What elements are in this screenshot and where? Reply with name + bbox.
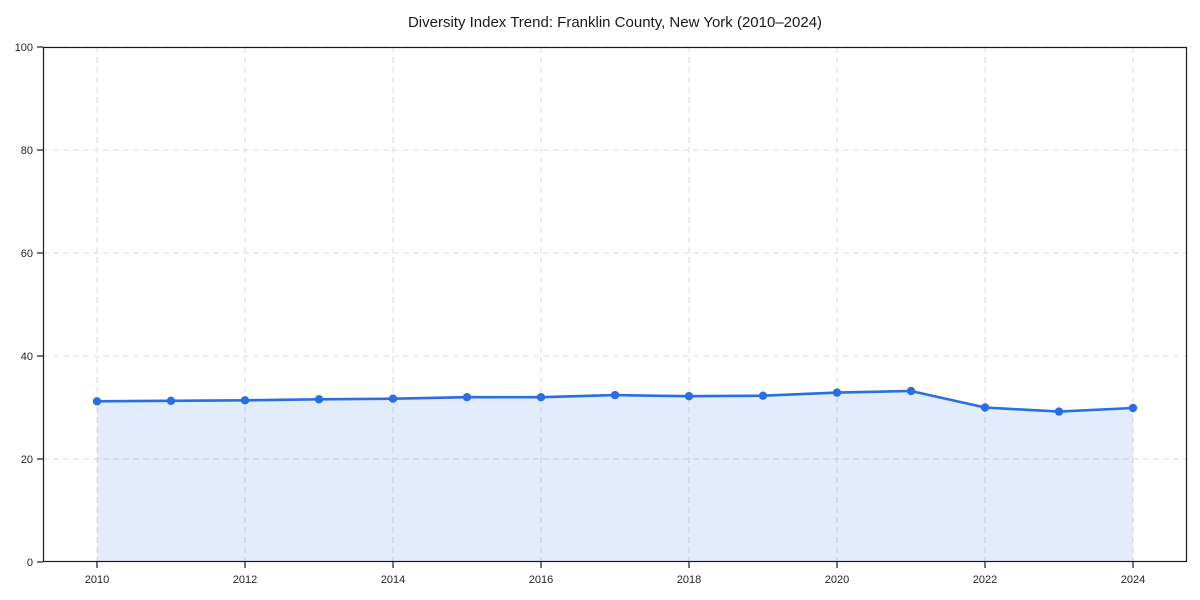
y-tick-label: 20 — [21, 454, 33, 466]
y-tick-label: 40 — [21, 351, 33, 363]
data-point — [536, 393, 546, 402]
y-tick-label: 80 — [21, 145, 33, 157]
chart-title: Diversity Index Trend: Franklin County, … — [408, 14, 822, 31]
data-point — [462, 393, 472, 402]
data-point — [906, 386, 916, 396]
x-tick-label: 2010 — [85, 574, 109, 586]
y-tick-label: 100 — [15, 42, 33, 54]
x-tick-label: 2020 — [825, 574, 849, 586]
data-point — [314, 395, 324, 404]
data-point — [980, 403, 990, 412]
plot-frame — [42, 46, 1188, 563]
x-tick-label: 2012 — [233, 574, 257, 586]
data-point — [92, 397, 102, 406]
data-point — [832, 388, 842, 397]
y-tick-label: 60 — [21, 248, 33, 260]
x-tick-label: 2024 — [1121, 574, 1145, 586]
x-tick-label: 2016 — [529, 574, 553, 586]
x-tick-label: 2022 — [973, 574, 997, 586]
data-point — [166, 396, 176, 405]
x-tick-label: 2018 — [677, 574, 701, 586]
data-point — [684, 392, 694, 401]
data-point — [388, 394, 398, 403]
x-tick-label: 2014 — [381, 574, 405, 586]
data-point — [1128, 403, 1138, 413]
data-point — [1054, 407, 1064, 416]
data-point — [610, 390, 620, 400]
data-point — [240, 396, 250, 405]
y-tick-label: 0 — [27, 557, 33, 569]
data-point — [758, 391, 768, 400]
series-area-fill — [97, 391, 1133, 562]
